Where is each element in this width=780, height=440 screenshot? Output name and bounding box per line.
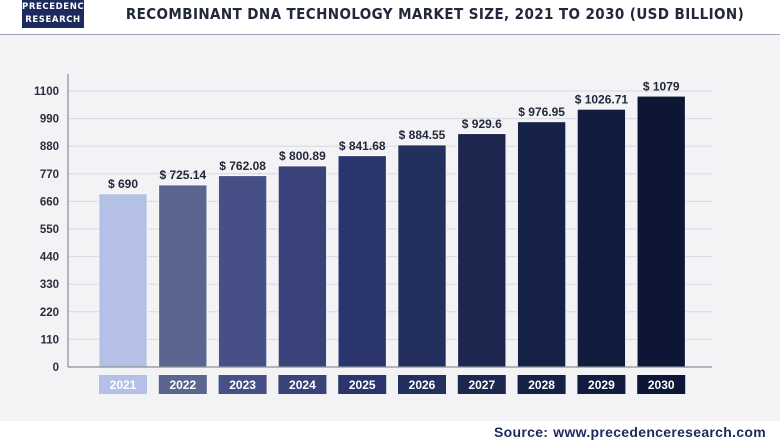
- bar-value-label: $ 690: [108, 177, 138, 191]
- logo-line-1: PRECEDENCE: [22, 2, 91, 12]
- category-label-box: [577, 375, 626, 394]
- x-tick-label: 2029: [588, 378, 615, 392]
- x-tick-label: 2026: [409, 378, 436, 392]
- y-tick-label: 440: [40, 252, 59, 264]
- bar-value-label: $ 976.95: [518, 105, 565, 119]
- header-bar: PRECEDENCE RESEARCH RECOMBINANT DNA TECH…: [0, 0, 780, 35]
- bar-value-label: $ 1079: [643, 79, 680, 93]
- bar: [577, 109, 626, 368]
- y-tick-label: 110: [40, 334, 59, 346]
- bar-value-label: $ 800.89: [279, 149, 326, 163]
- source-label: Source:: [494, 424, 549, 440]
- bar-value-label: $ 929.6: [462, 117, 502, 131]
- bar: [337, 155, 387, 368]
- y-tick-label: 770: [40, 169, 59, 181]
- bar: [397, 144, 447, 368]
- bar-value-label: $ 725.14: [159, 168, 206, 182]
- bar-value-label: $ 884.55: [399, 128, 446, 142]
- bar-value-label: $ 841.68: [339, 139, 386, 153]
- bar: [457, 133, 507, 368]
- logo-line-2: RESEARCH: [25, 15, 81, 25]
- x-tick-label: 2024: [289, 378, 316, 392]
- category-label-box: [218, 375, 267, 394]
- category-label-box: [637, 375, 686, 394]
- bar: [218, 175, 267, 368]
- category-label-box: [457, 375, 506, 394]
- bar: [98, 193, 148, 368]
- y-tick-label: 550: [40, 224, 59, 236]
- y-tick-label: 990: [40, 114, 59, 126]
- source-credit: Source: www.precedenceresearch.com: [494, 424, 766, 440]
- y-tick-label: 1100: [34, 86, 59, 98]
- category-label-box: [278, 375, 327, 394]
- x-tick-label: 2022: [169, 378, 196, 392]
- y-tick-label: 330: [40, 279, 59, 291]
- category-label-box: [517, 375, 566, 394]
- y-tick-label: 0: [53, 362, 59, 374]
- x-tick-label: 2023: [229, 378, 256, 392]
- bar: [636, 95, 686, 368]
- x-tick-label: 2025: [349, 378, 376, 392]
- brand-logo[interactable]: PRECEDENCE RESEARCH: [22, 0, 91, 28]
- x-tick-label: 2028: [528, 378, 555, 392]
- x-tick-label: 2027: [468, 378, 495, 392]
- bar: [158, 184, 208, 368]
- x-tick-label: 2030: [648, 378, 675, 392]
- y-tick-label: 880: [40, 141, 59, 153]
- x-tick-label: 2021: [110, 378, 137, 392]
- source-url[interactable]: www.precedenceresearch.com: [553, 424, 766, 440]
- bar: [517, 121, 566, 368]
- bar-value-label: $ 1026.71: [575, 92, 629, 106]
- y-tick-label: 220: [40, 307, 59, 319]
- y-tick-label: 660: [40, 196, 59, 208]
- category-label-box: [398, 375, 446, 394]
- category-label-box: [99, 375, 147, 394]
- category-label-box: [338, 375, 387, 394]
- chart-title: RECOMBINANT DNA TECHNOLOGY MARKET SIZE, …: [125, 5, 745, 23]
- bar: [278, 165, 327, 368]
- bar-value-label: $ 762.08: [219, 159, 266, 173]
- category-label-box: [158, 375, 207, 394]
